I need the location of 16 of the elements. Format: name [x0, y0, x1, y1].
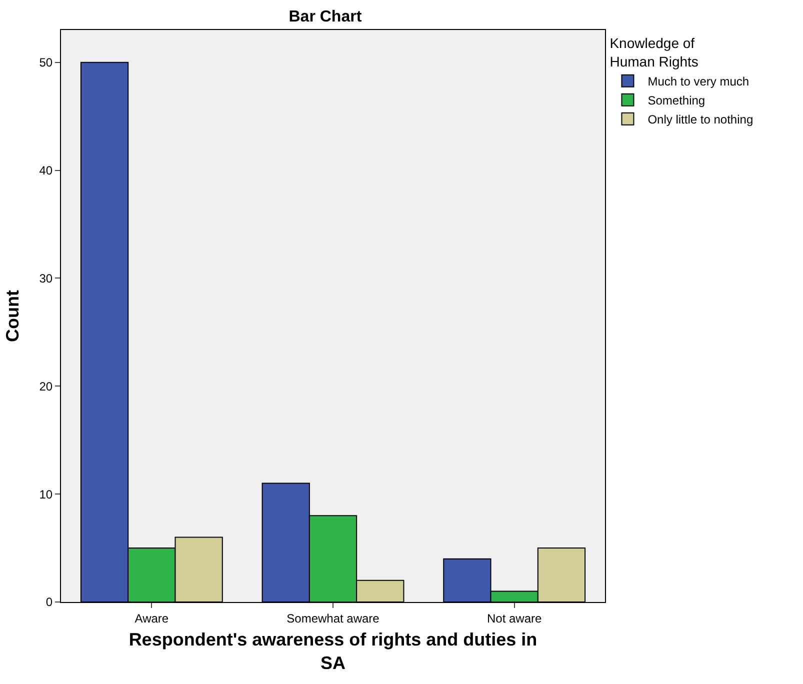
y-tick-label: 20: [39, 379, 53, 394]
y-tick-label: 10: [39, 487, 53, 502]
x-tick-label: Somewhat aware: [286, 611, 380, 626]
y-tick-label: 40: [39, 164, 53, 178]
x-tick-label: Aware: [134, 611, 169, 626]
legend-label: Something: [648, 94, 706, 108]
y-axis-title: Count: [2, 290, 22, 342]
y-tick-label: 0: [46, 595, 53, 610]
x-axis-title: Respondent's awareness of rights and duties in SA: [128, 630, 538, 673]
chart-title: Bar Chart: [288, 8, 362, 26]
legend-label: Only little to nothing: [648, 112, 754, 127]
legend-title: Knowledge of Human Rights: [610, 35, 698, 70]
y-tick-label: 30: [39, 271, 53, 286]
x-tick-label: Not aware: [486, 611, 542, 626]
legend-label: Much to very much: [648, 74, 750, 89]
y-tick-label: 50: [39, 56, 53, 70]
